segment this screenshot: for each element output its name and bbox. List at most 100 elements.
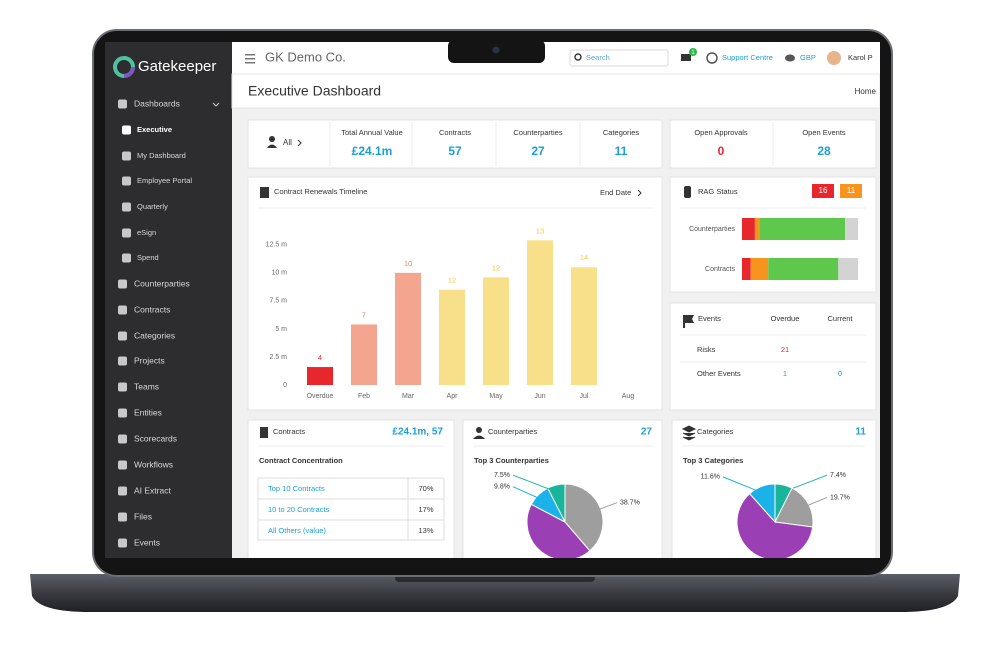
menu-icon: [118, 305, 127, 315]
user-name[interactable]: Karol P: [848, 53, 873, 62]
label-leader: [512, 474, 559, 493]
menu-item[interactable]: AI Extract: [134, 485, 171, 495]
overdue-count[interactable]: 21: [781, 345, 789, 354]
table-link[interactable]: 10 to 20 Contracts: [268, 505, 330, 514]
menu-icon: [118, 408, 127, 418]
user-icon: [269, 136, 275, 142]
menu-item[interactable]: Scorecards: [134, 433, 177, 443]
table-link[interactable]: Top 10 Contracts: [268, 484, 325, 493]
stacked-segment: [742, 218, 755, 240]
slice-label: 38.7%: [620, 500, 640, 507]
currency-icon: [785, 54, 795, 62]
menu-item[interactable]: Dashboards: [134, 98, 180, 108]
badge: [812, 184, 834, 198]
menu-item[interactable]: Contracts: [134, 304, 170, 314]
overdue-count[interactable]: 1: [783, 369, 787, 378]
search-box[interactable]: [569, 49, 669, 67]
currency-selector[interactable]: GBP: [800, 53, 816, 62]
row-label: Risks: [697, 345, 716, 354]
counterparties-icon: [473, 435, 485, 439]
stacked-segment: [759, 218, 846, 240]
chevron: [297, 139, 302, 147]
card-subtitle: Top 3 Categories: [683, 456, 743, 465]
notification-badge: [689, 48, 697, 56]
count-label: 14: [580, 253, 588, 262]
menu-icon: [118, 512, 127, 522]
stat-label: Counterparties: [513, 128, 562, 137]
menu-icon: [118, 331, 127, 341]
current-count[interactable]: 0: [838, 369, 842, 378]
stat-value: 0: [718, 144, 725, 158]
bar: [307, 367, 333, 385]
mail-icon[interactable]: [681, 54, 691, 61]
y-tick-label: 5 m: [275, 326, 287, 333]
menu-icon: [118, 382, 127, 392]
stat-value: 27: [531, 144, 545, 158]
breadcrumb[interactable]: Home: [855, 87, 877, 96]
menu-item[interactable]: Quarterly: [137, 202, 168, 211]
count-label: 4: [318, 353, 322, 362]
card-subtitle: Contract Concentration: [259, 456, 343, 465]
pie-slice: [748, 483, 776, 524]
table-value: 13%: [418, 526, 433, 535]
sidebar: [105, 42, 232, 558]
topbar: [232, 42, 880, 74]
bar: [439, 289, 465, 385]
menu-bar: [245, 62, 255, 64]
menu-item[interactable]: Files: [134, 511, 152, 521]
pie-slice: [736, 492, 814, 558]
label-leader: [593, 502, 618, 512]
menu-item[interactable]: Categories: [134, 330, 175, 340]
card-count: 11: [855, 427, 866, 438]
search-placeholder[interactable]: Search: [586, 53, 610, 62]
support-icon: [706, 52, 718, 64]
menu-item[interactable]: Employee Portal: [137, 176, 192, 185]
table-value: 70%: [418, 484, 433, 493]
menu-icon: [122, 253, 131, 263]
menu-item[interactable]: Events: [134, 537, 160, 547]
menu-icon: [118, 538, 127, 548]
menu-item[interactable]: Entities: [134, 407, 162, 417]
pie-slice: [774, 487, 814, 528]
menu-item[interactable]: Workflows: [134, 459, 173, 469]
stat-value: £24.1m: [352, 144, 393, 158]
stat-label: Open Events: [802, 128, 846, 137]
stat-value: 11: [615, 144, 628, 158]
stacked-segment: [838, 258, 858, 280]
card-title: Events: [698, 314, 721, 323]
user-avatar[interactable]: [827, 51, 841, 65]
x-tick-label: Jul: [580, 393, 589, 400]
stacked-segment: [742, 258, 751, 280]
support-link[interactable]: Support Centre: [722, 53, 773, 62]
bar: [527, 240, 553, 385]
filter-value[interactable]: All: [283, 138, 292, 147]
menu-item[interactable]: Teams: [134, 381, 159, 391]
menu-item[interactable]: eSign: [137, 228, 156, 237]
card-title: Categories: [697, 427, 734, 436]
sort-selector[interactable]: End Date: [600, 188, 631, 197]
menu-item[interactable]: My Dashboard: [137, 151, 186, 160]
contracts-card: [247, 419, 455, 558]
menu-item[interactable]: Spend: [137, 253, 159, 262]
menu-icon: [118, 460, 127, 470]
slice-label: 7.4%: [830, 472, 846, 479]
menu-icon: [118, 486, 127, 496]
slice-label: 7.5%: [494, 472, 510, 479]
menu-item[interactable]: Counterparties: [134, 278, 190, 288]
x-tick-label: Aug: [622, 393, 635, 400]
counterparties-icon: [476, 427, 482, 433]
x-tick-label: May: [489, 393, 503, 400]
events-icon: [683, 315, 694, 328]
contracts-icon: [260, 427, 268, 438]
label-leader: [722, 476, 765, 495]
badge: [840, 184, 862, 198]
menu-item[interactable]: Executive: [137, 125, 172, 134]
table-link[interactable]: All Others (value): [268, 526, 326, 535]
count-label: 13: [536, 226, 544, 235]
menu-bar: [245, 58, 255, 60]
menu-item[interactable]: Projects: [134, 355, 165, 365]
menu-icon[interactable]: [245, 54, 255, 64]
menu-icon: [122, 151, 131, 161]
column-header: Overdue: [771, 314, 800, 323]
